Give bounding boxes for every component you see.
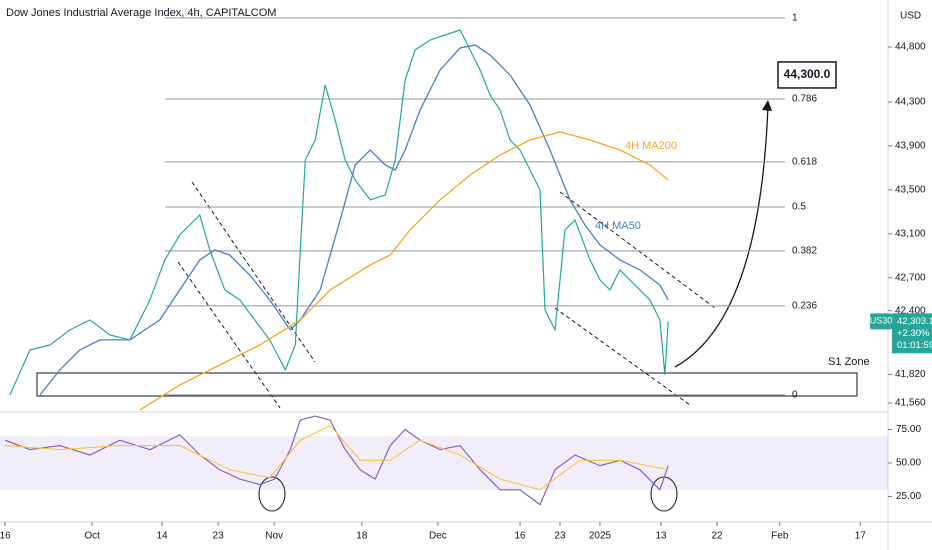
projection-arrow: [674, 104, 769, 368]
x-tick-label: 14: [156, 531, 168, 542]
x-tick-label: 13: [655, 531, 667, 542]
y-tick-label: 42,700: [895, 272, 926, 283]
price-label: 42,303.1: [897, 316, 932, 327]
y-tick-label: 42,400: [895, 305, 926, 316]
arrow-head: [762, 100, 772, 111]
x-tick-label: Nov: [265, 531, 283, 542]
change-label: +2.30%: [897, 328, 930, 339]
target-label: 44,300.0: [784, 67, 831, 81]
channel-lines: [177, 181, 716, 409]
x-tick-label: 23: [554, 531, 566, 542]
rsi-tick-label: 75.00: [896, 424, 921, 435]
x-tick-label: 23: [213, 531, 225, 542]
x-tick-label: 16: [514, 531, 526, 542]
x-tick-label: Dec: [429, 531, 447, 542]
symbol-label: US30: [870, 316, 893, 326]
price-line: [9, 29, 669, 396]
zone-label: S1 Zone: [828, 356, 870, 368]
moving-average: [139, 131, 669, 411]
fib-label: 0.5: [792, 202, 806, 213]
target-box: [777, 61, 837, 89]
y-tick-label: 43,900: [895, 141, 926, 152]
fib-label: 0: [792, 389, 798, 400]
fib-label: 0.786: [792, 94, 817, 105]
y-tick-label: 43,100: [895, 228, 926, 239]
symbol-tag: [870, 313, 892, 330]
x-tick-label: Oct: [84, 531, 100, 542]
fib-label: 0.618: [792, 157, 817, 168]
x-tick-label: 22: [711, 531, 723, 542]
x-tick-label: 16: [0, 531, 11, 542]
price-tag: [892, 313, 932, 354]
chart-title: Dow Jones Industrial Average Index, 4h, …: [6, 7, 276, 19]
ma50-label: 4H MA50: [595, 220, 641, 232]
y-tick-label: 43,500: [895, 184, 926, 195]
x-tick-label: 2025: [589, 531, 612, 542]
rsi-tick-label: 50.00: [896, 458, 921, 469]
rsi-tick-label: 25.00: [896, 491, 921, 502]
y-tick-label: 41,820: [895, 369, 926, 380]
ma200-label: 4H MA200: [625, 140, 677, 152]
s1-zone: [36, 372, 858, 397]
y-tick-label: 44,800: [895, 42, 926, 53]
fib-label: 0.382: [792, 246, 817, 257]
moving-average: [39, 44, 669, 396]
x-tick-label: Feb: [771, 531, 789, 542]
currency: USD: [900, 11, 921, 22]
x-tick-label: 17: [855, 531, 867, 542]
y-tick-label: 44,300: [895, 97, 926, 108]
fib-label: 0.236: [792, 300, 817, 311]
countdown-label: 01:01:59: [897, 340, 932, 351]
x-tick-label: 18: [356, 531, 368, 542]
rsi-line: [4, 424, 669, 491]
rsi-circle: [258, 476, 286, 512]
rsi-line: [4, 415, 669, 506]
y-tick-label: 41,560: [895, 398, 926, 409]
fib-label: 1: [792, 13, 798, 24]
